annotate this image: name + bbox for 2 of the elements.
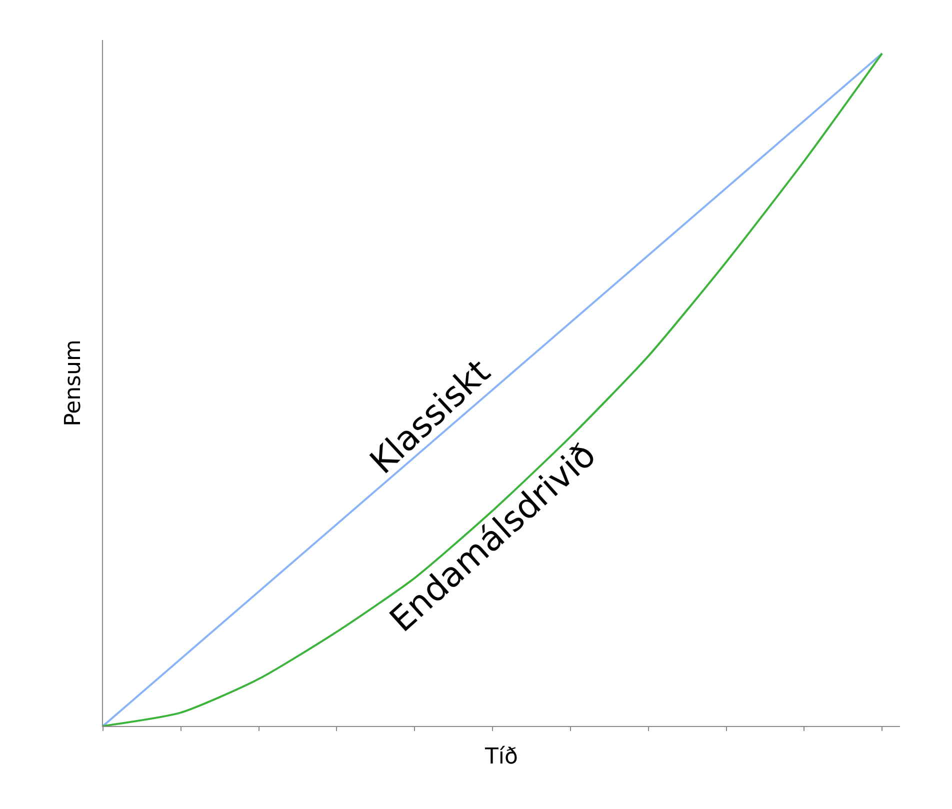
x-axis-title: Tíð: [484, 744, 518, 770]
y-axis-title: Pensum: [60, 340, 86, 426]
